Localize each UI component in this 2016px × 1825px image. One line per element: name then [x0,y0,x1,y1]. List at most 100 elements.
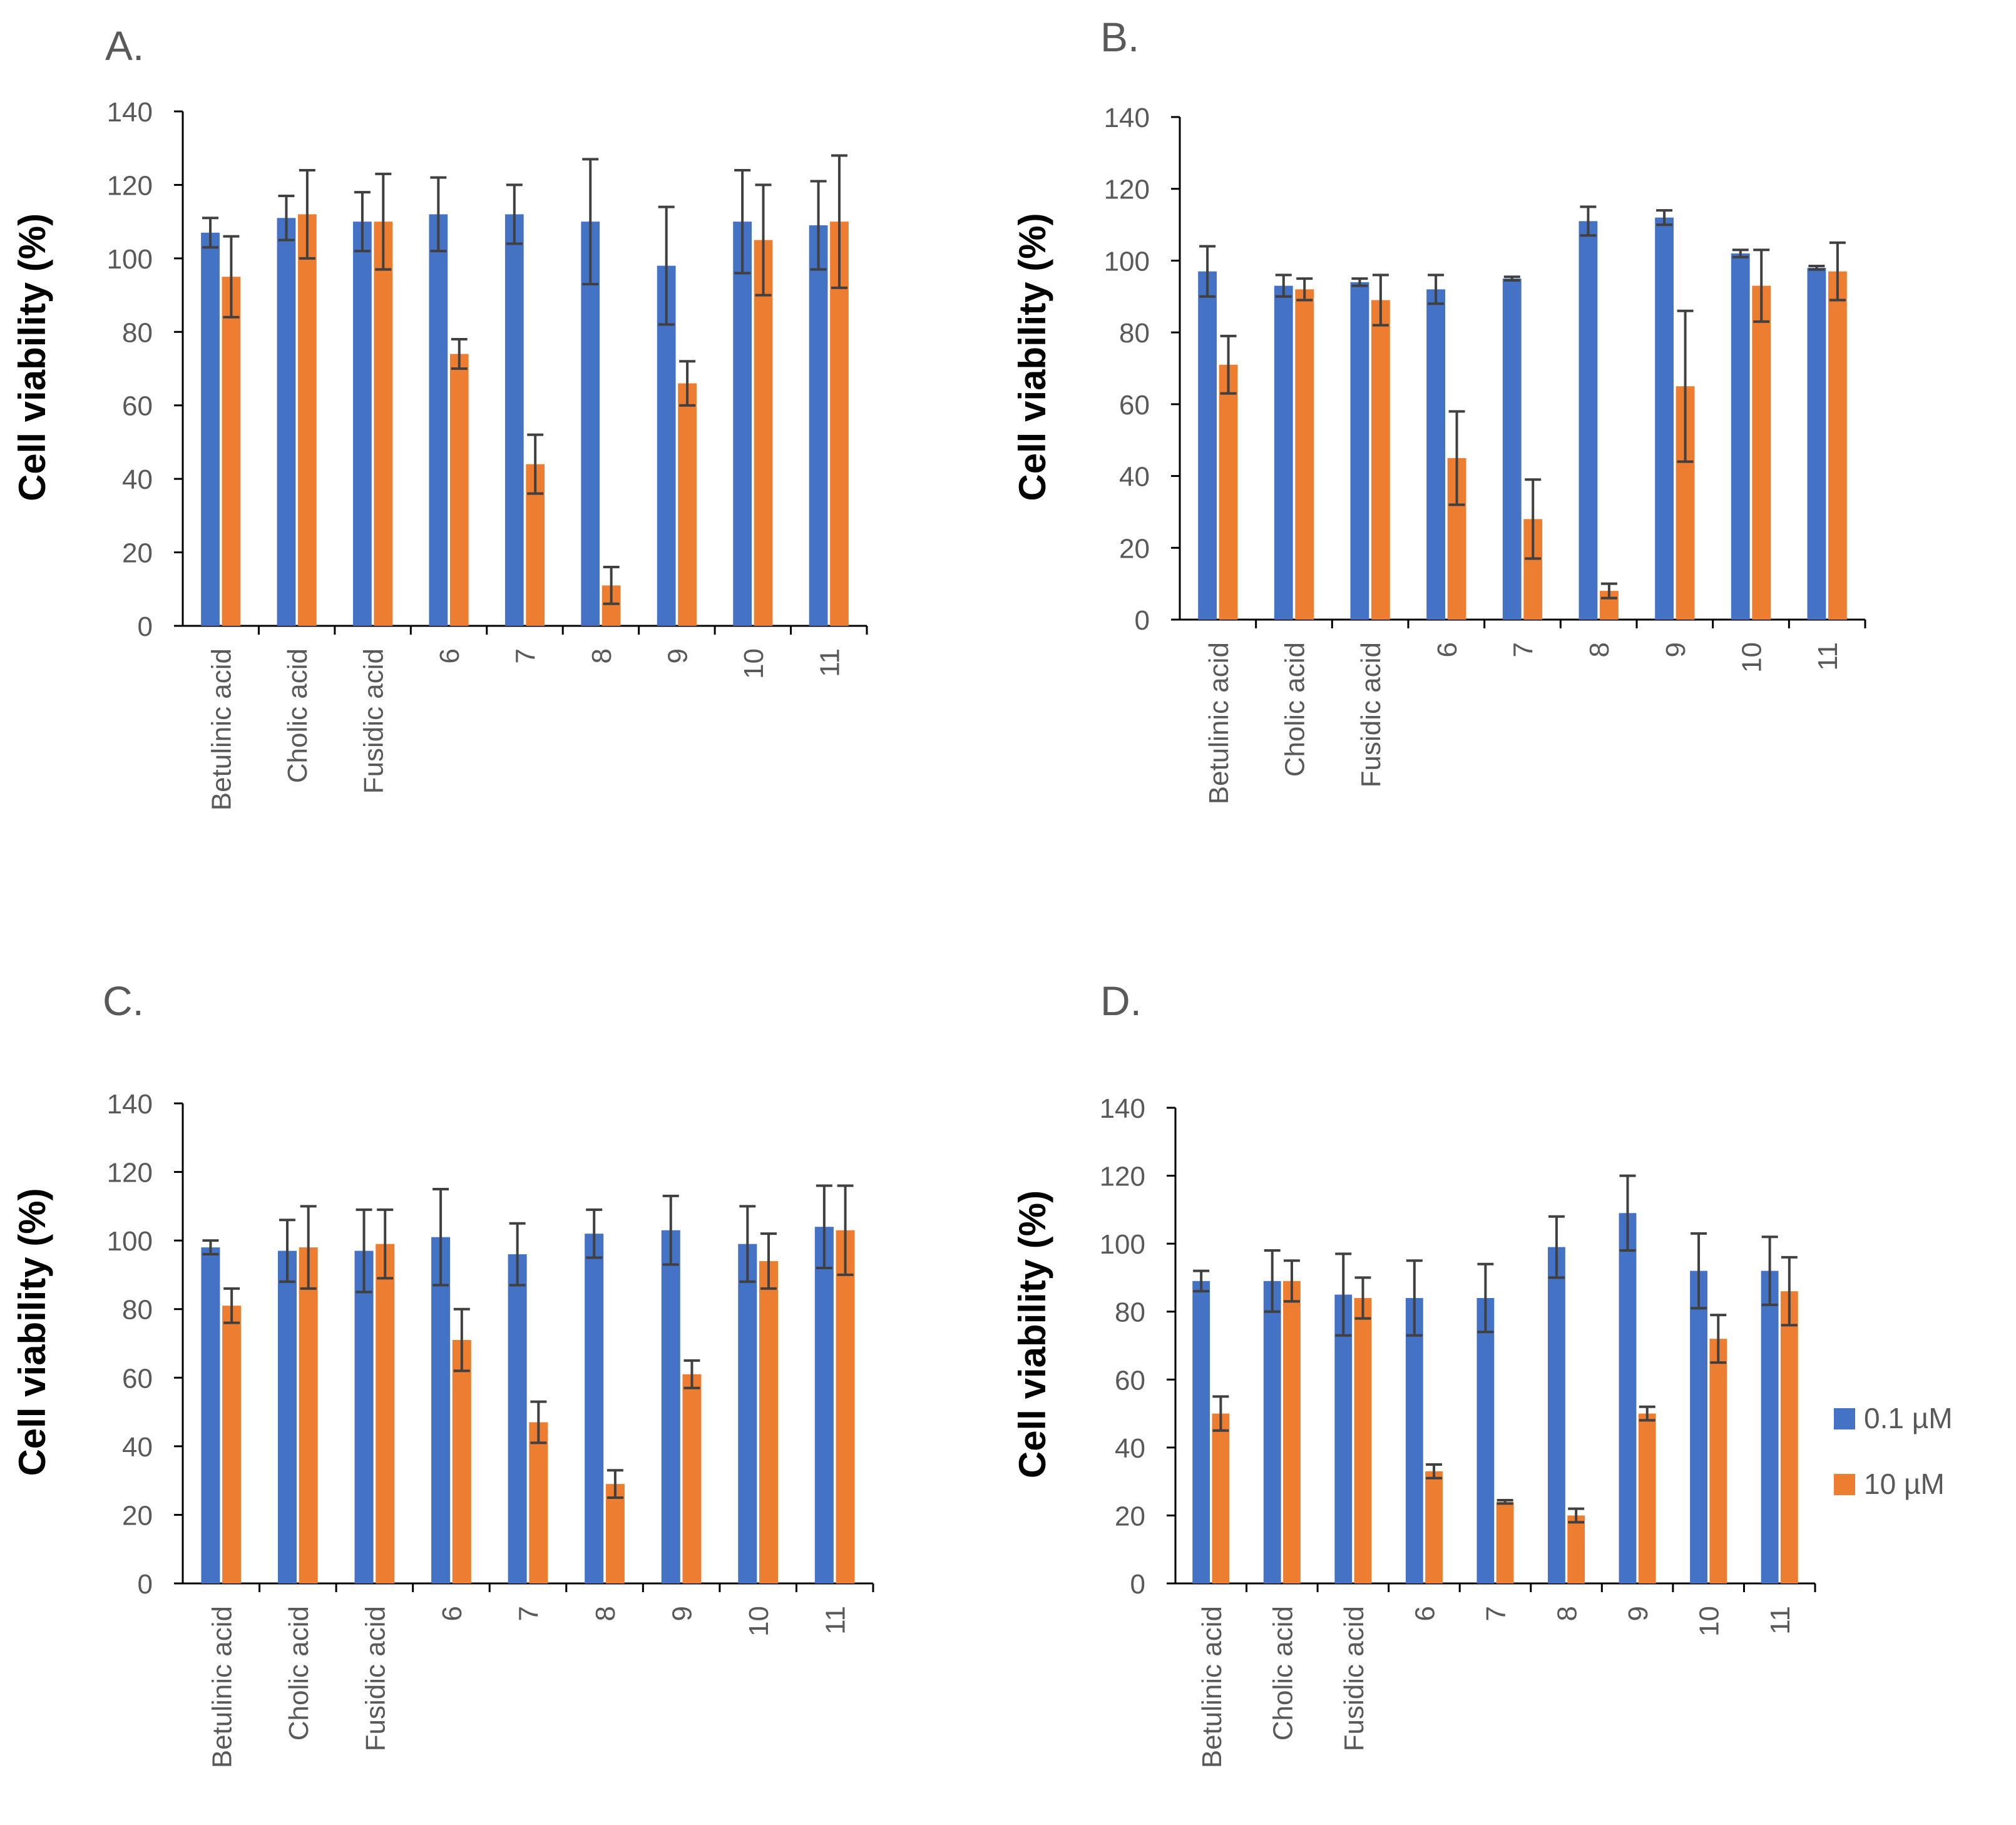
error-bar-series1-5 [582,158,599,285]
error-bar-series2-5 [606,1469,623,1500]
x-category-label: 7 [1481,1606,1512,1621]
y-tick-label: 20 [1119,533,1150,564]
error-bar-series2-7 [1753,248,1770,323]
error-bar-series1-8 [1808,265,1825,271]
error-bar-series2-2 [375,172,392,271]
bar-series2-1 [297,214,317,626]
x-category-label: Cholic acid [284,1606,314,1741]
error-bar-series1-0 [202,217,219,249]
error-bar-series1-0 [202,1239,219,1256]
bar-series1-8 [814,1227,834,1583]
error-bar-series2-5 [1568,1507,1585,1524]
error-bar-series1-3 [1428,273,1445,305]
y-tick-label: 0 [1135,605,1150,636]
bar-series2-6 [682,1374,702,1583]
y-axis-label: Cell viability (%) [11,1188,53,1476]
error-bar-series2-4 [1525,478,1542,560]
y-tick-label: 40 [122,464,153,495]
error-bar-series1-5 [1548,1215,1565,1279]
x-category-label: Cholic acid [1267,1606,1298,1741]
bar-series1-2 [353,222,372,626]
bar-series2-1 [1283,1281,1301,1583]
bar-series1-2 [1334,1294,1353,1583]
error-bar-series1-1 [1275,273,1292,298]
bar-series2-7 [759,1261,779,1583]
bar-series1-0 [201,232,220,626]
error-bar-series1-3 [432,1187,449,1287]
error-bar-series2-3 [453,1307,470,1373]
y-tick-label: 40 [1115,1433,1145,1464]
bar-series2-3 [449,354,469,626]
bar-series2-4 [529,1422,548,1583]
chart-panel-b: B. Cell viability (%) 0 20 40 60 80 100 120 140 Be… [1011,14,1866,804]
error-bar-series2-5 [603,566,620,605]
x-category-label: 7 [1508,642,1539,657]
y-tick-label: 80 [1119,318,1150,349]
bar-series1-3 [1426,289,1446,620]
bar-series1-2 [354,1250,374,1583]
y-tick-label: 140 [1104,103,1150,133]
bar-series2-6 [678,383,697,626]
error-bar-series1-4 [1477,1262,1494,1334]
bar-series1-1 [277,218,296,626]
bar-series2-0 [1212,1413,1230,1583]
legend-swatch [1834,1408,1855,1429]
x-category-label: Fusidic acid [1356,642,1386,787]
x-category-label: 7 [514,1606,545,1621]
error-bar-series1-2 [1351,277,1368,287]
x-category-label: 6 [434,648,465,663]
bar-series1-5 [1579,221,1598,620]
bar-series1-3 [429,214,448,626]
bar-series2-4 [1496,1501,1514,1583]
bar-series2-7 [754,240,773,626]
y-tick-label: 0 [138,1569,153,1600]
bar-series1-4 [508,1254,527,1583]
y-tick-label: 100 [107,1226,153,1257]
error-bar-series2-8 [837,1184,854,1276]
bar-series2-2 [374,222,393,626]
bar-series2-1 [1295,289,1314,620]
error-bar-series1-7 [739,1205,756,1283]
panel-label: A. [105,23,144,69]
y-tick-label: 120 [107,1158,153,1189]
bar-series1-5 [581,222,600,626]
x-category-label: 6 [1410,1606,1440,1621]
x-category-label: 8 [586,648,617,663]
bar-series2-2 [376,1244,395,1583]
x-category-label: Cholic acid [1280,642,1311,777]
error-bar-series1-5 [1580,205,1597,237]
error-bar-series1-3 [430,176,447,253]
error-bar-series1-6 [658,205,675,326]
bar-series1-2 [1350,282,1369,620]
error-bar-series1-6 [662,1194,679,1266]
bar-series2-2 [1354,1298,1372,1583]
bar-series1-6 [661,1230,680,1583]
bar-series2-6 [1638,1413,1656,1583]
bar-series1-6 [1619,1213,1637,1583]
error-bar-series2-0 [1220,334,1237,395]
bar-series1-1 [1274,285,1293,620]
error-bar-series1-4 [1503,275,1520,282]
error-bar-series1-3 [1406,1259,1423,1337]
y-tick-label: 100 [1100,1229,1145,1260]
error-bar-series2-3 [1426,1463,1443,1480]
y-tick-label: 100 [107,244,153,275]
bar-series2-8 [836,1230,855,1583]
y-tick-label: 140 [1100,1093,1145,1124]
error-bar-series2-8 [831,154,847,289]
x-category-label: 10 [1737,642,1768,673]
error-bar-series1-8 [816,1184,832,1269]
bar-series1-7 [738,1244,757,1583]
error-bar-series2-7 [760,1232,777,1290]
x-category-label: 10 [1694,1606,1725,1637]
y-axis-label: Cell viability (%) [1011,1190,1053,1478]
panel-label: B. [1100,14,1139,60]
error-bar-series2-7 [755,183,772,297]
x-category-label: 11 [1765,1606,1796,1635]
error-bar-series2-6 [1677,309,1694,463]
error-bar-series2-1 [1296,277,1313,302]
error-bar-series2-1 [1283,1259,1300,1303]
y-tick-label: 20 [1115,1501,1145,1531]
bar-series1-7 [733,222,752,626]
